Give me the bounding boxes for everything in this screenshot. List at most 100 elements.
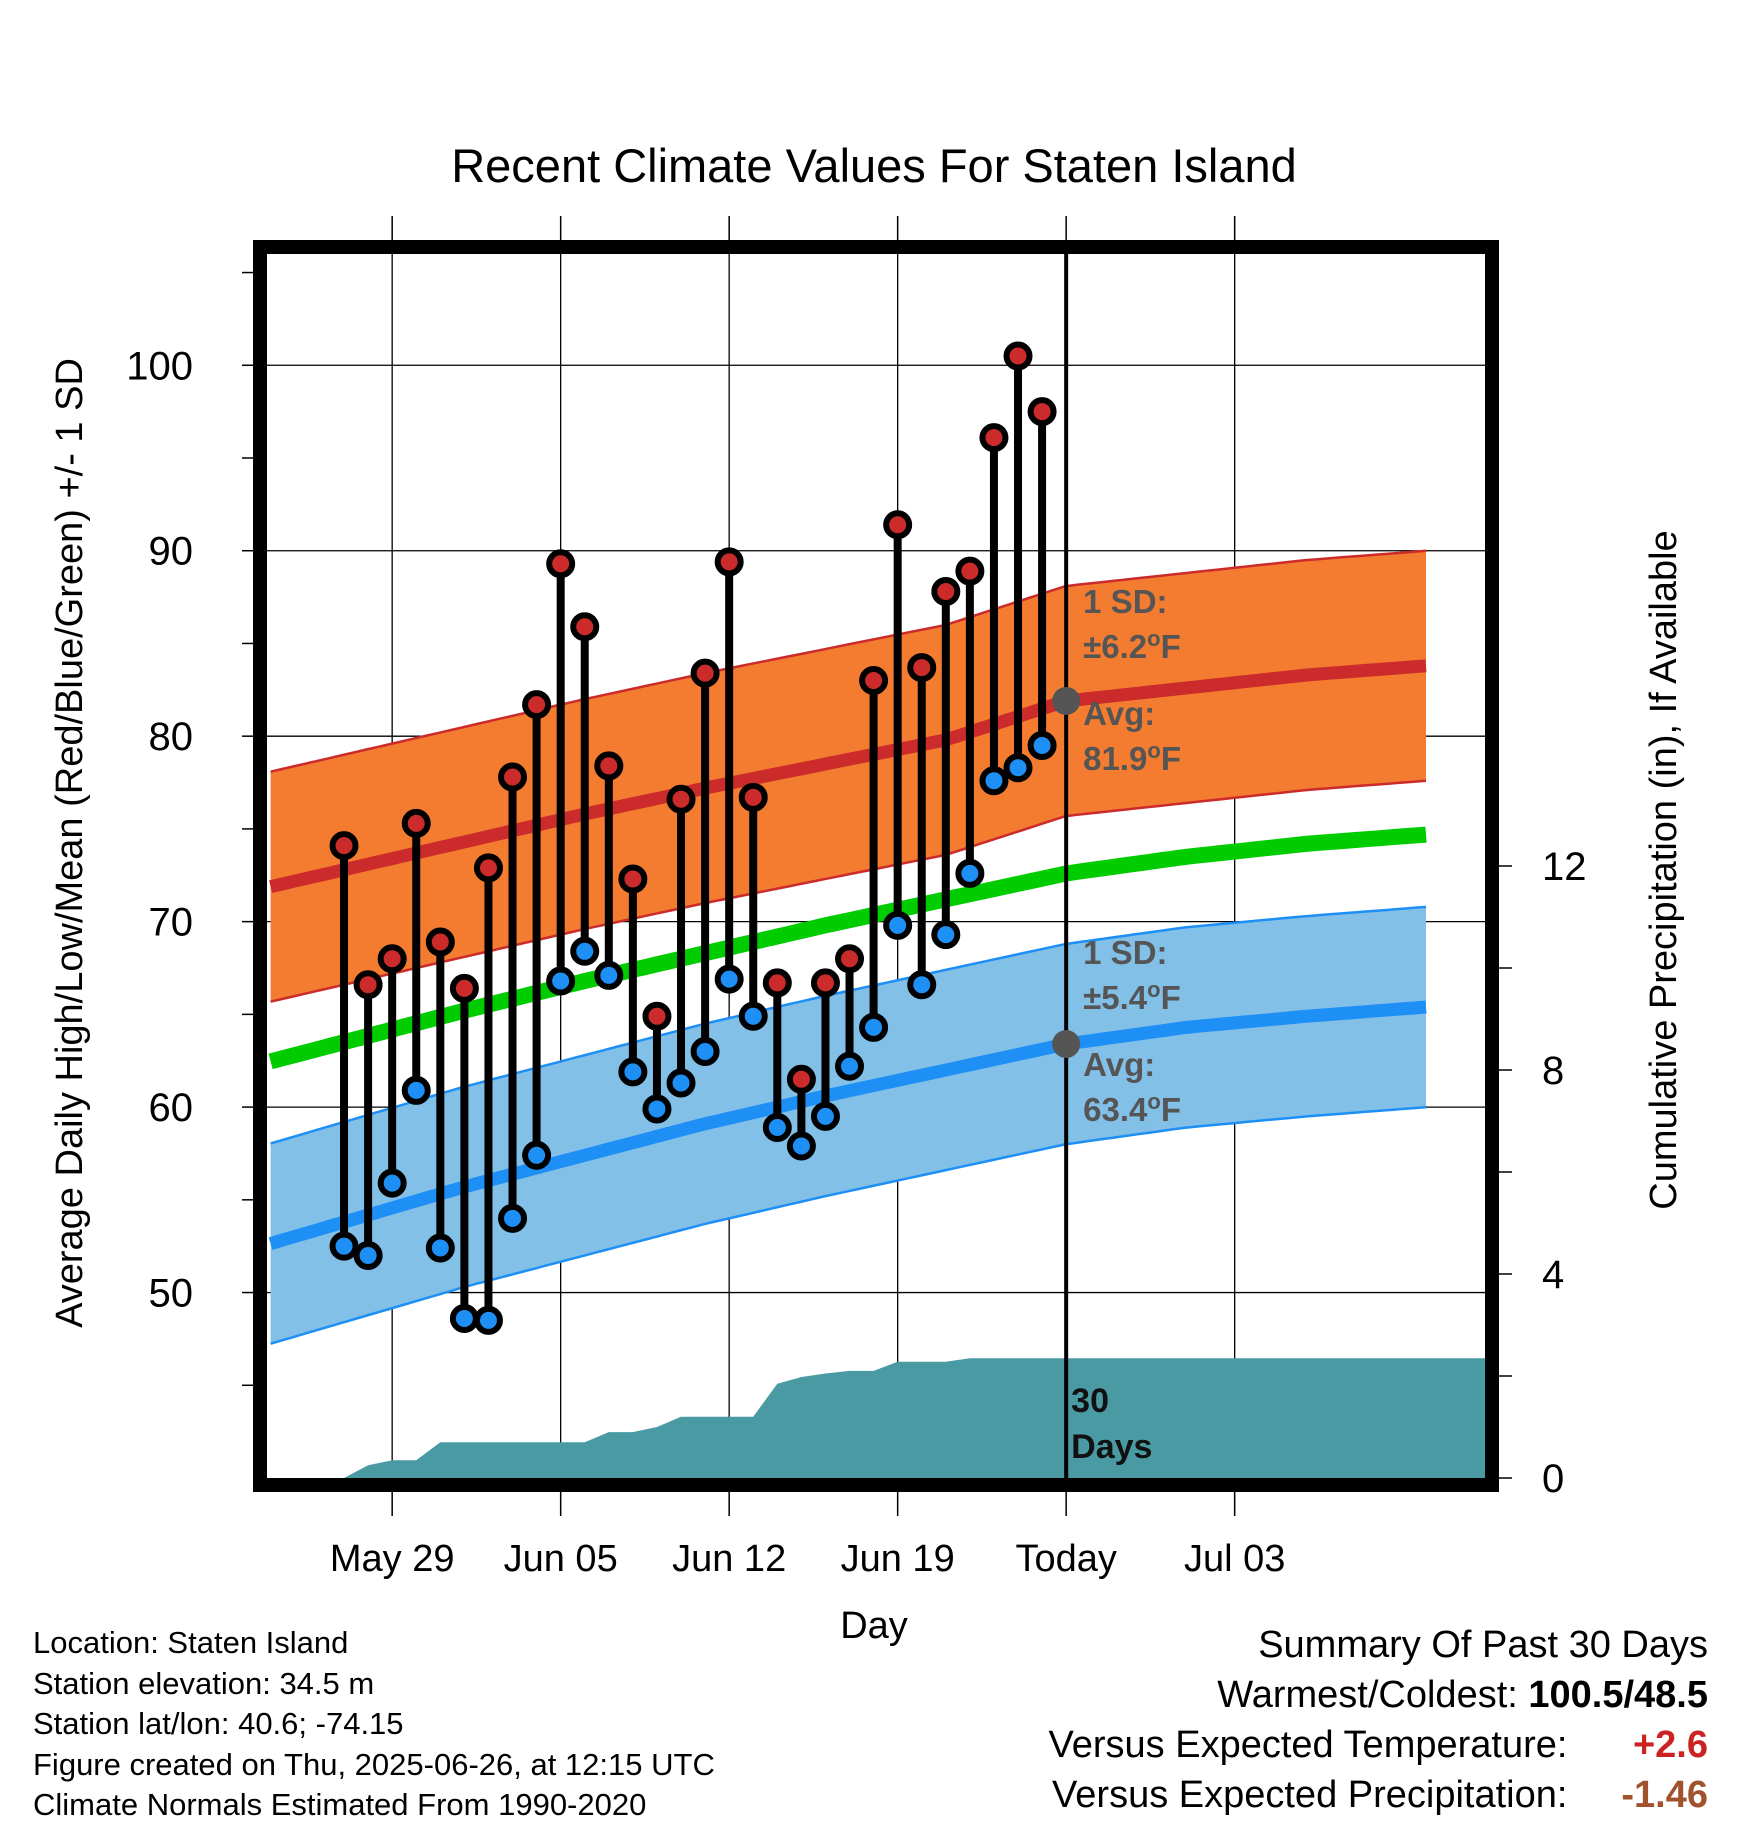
daily-high-point [498, 762, 528, 792]
x-tick-label: Jun 05 [504, 1538, 618, 1580]
daily-high-point [738, 782, 768, 812]
high-sd-lower-line [270, 779, 1427, 1003]
chart-title: Recent Climate Values For Staten Island [451, 139, 1297, 192]
daily-low-point [546, 966, 576, 996]
y-tick-label: 80 [149, 715, 194, 759]
daily-low-point [353, 1240, 383, 1270]
daily-low-point [666, 1068, 696, 1098]
daily-high-point [1003, 341, 1033, 371]
station-info: Location: Staten Island Station elevatio… [33, 1623, 715, 1826]
high-annotation-sd-value: ±6.2oF [1083, 626, 1181, 665]
today-low-avg-marker [1052, 1030, 1081, 1059]
x-tick-label: Jun 19 [841, 1538, 955, 1580]
daily-high-point [449, 973, 479, 1003]
low-sd-band [270, 906, 1427, 1344]
y-tick-label: 90 [149, 530, 194, 574]
x-tick-label: Today [1015, 1538, 1116, 1580]
high-average-line [269, 659, 1427, 894]
daily-high-point [955, 556, 985, 586]
daily-high-point [883, 510, 913, 540]
daily-low-point [810, 1101, 840, 1131]
y2-tick-label: 12 [1542, 845, 1587, 889]
daily-low-point [522, 1140, 552, 1170]
climate-normals-note: Climate Normals Estimated From 1990-2020 [33, 1787, 647, 1822]
daily-high-point [473, 853, 503, 883]
daily-low-point [738, 1001, 768, 1031]
daily-low-point [377, 1168, 407, 1198]
daily-low-point [594, 960, 624, 990]
daily-high-point [377, 944, 407, 974]
daily-high-point [979, 423, 1009, 453]
x-tick-label: Jul 03 [1184, 1538, 1285, 1580]
precip-vs-expected-label: Versus Expected Precipitation: [1052, 1774, 1568, 1816]
y-tick-label: 100 [126, 344, 193, 388]
daily-high-point [786, 1064, 816, 1094]
summary-panel: Summary Of Past 30 Days Warmest/Coldest:… [1049, 1620, 1708, 1820]
y2-tick-label: 8 [1542, 1049, 1564, 1093]
daily-high-point [642, 1001, 672, 1031]
daily-high-point [329, 831, 359, 861]
daily-low-point [979, 766, 1009, 796]
temp-vs-expected-value: +2.6 [1632, 1724, 1708, 1766]
figure-created: Figure created on Thu, 2025-06-26, at 12… [33, 1746, 715, 1782]
daily-low-point [1003, 753, 1033, 783]
daily-high-point [570, 612, 600, 642]
daily-low-point [642, 1094, 672, 1124]
days-window-label: Days [1071, 1428, 1152, 1466]
station-latlon: Station lat/lon: 40.6; -74.15 [33, 1706, 404, 1741]
daily-low-point [955, 858, 985, 888]
chart-marks: 1 SD: ±6.2oF Avg: 81.9oF 1 SD: ±5.4oF Avg: 63.4… [329, 341, 1181, 1466]
summary-title: Summary Of Past 30 Days [1258, 1624, 1708, 1666]
precip-vs-expected-value: -1.46 [1621, 1774, 1708, 1816]
daily-high-point [931, 577, 961, 607]
daily-high-point [546, 549, 576, 579]
y-tick-label: 60 [149, 1086, 194, 1130]
x-tick-label: Jun 12 [672, 1538, 786, 1580]
daily-high-point [666, 784, 696, 814]
x-tick-label: May 29 [330, 1538, 455, 1580]
daily-low-point [714, 964, 744, 994]
low-annotation-avg-label: Avg: [1083, 1046, 1155, 1083]
x-axis-label: Day [840, 1605, 908, 1647]
y-tick-label: 70 [149, 901, 194, 945]
y-axis-label-left: Average Daily High/Low/Mean (Red/Blue/Gr… [49, 358, 91, 1328]
daily-high-point [762, 968, 792, 998]
daily-low-point [329, 1231, 359, 1261]
daily-low-point [473, 1305, 503, 1335]
daily-low-point [762, 1112, 792, 1142]
daily-high-point [594, 751, 624, 781]
warm-cold-value: 100.5/48.5 [1528, 1674, 1708, 1716]
daily-high-point [859, 666, 889, 696]
station-elevation: Station elevation: 34.5 m [33, 1665, 375, 1701]
daily-low-point [570, 936, 600, 966]
today-high-avg-marker [1052, 686, 1081, 715]
daily-high-point [401, 808, 431, 838]
daily-low-point [449, 1304, 479, 1334]
precip-area [267, 1358, 1485, 1478]
daily-low-point [907, 970, 937, 1000]
daily-low-point [618, 1057, 648, 1087]
daily-low-point [835, 1051, 865, 1081]
high-annotation-sd-label: 1 SD: [1083, 583, 1167, 620]
daily-high-point [835, 944, 865, 974]
daily-high-point [1027, 397, 1057, 427]
daily-low-point [1027, 730, 1057, 760]
axes: 50 60 70 80 90 100 0 4 8 12 May 29 Jun 05 Jun 12 Jun … [126, 216, 1587, 1580]
y2-tick-label: 4 [1542, 1253, 1564, 1297]
daily-high-point [425, 927, 455, 957]
y-tick-label: 50 [149, 1272, 194, 1316]
low-annotation-avg-value: 63.4oF [1083, 1089, 1181, 1128]
daily-low-point [786, 1131, 816, 1161]
daily-low-point [498, 1203, 528, 1233]
days-window-label: 30 [1071, 1382, 1109, 1420]
daily-low-point [859, 1012, 889, 1042]
y-axis-label-right: Cumulative Precipitation (in), If Availa… [1643, 530, 1685, 1209]
low-annotation-sd-label: 1 SD: [1083, 934, 1167, 971]
daily-high-point [907, 653, 937, 683]
daily-low-point [931, 920, 961, 950]
low-annotation-sd-value: ±5.4oF [1083, 977, 1181, 1016]
warm-cold-label: Warmest/Coldest: [1217, 1674, 1518, 1716]
temp-vs-expected-label: Versus Expected Temperature: [1048, 1724, 1568, 1766]
daily-high-point [353, 970, 383, 1000]
